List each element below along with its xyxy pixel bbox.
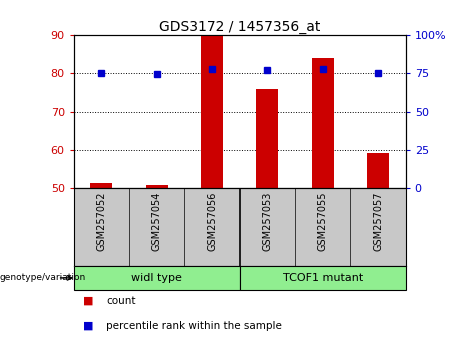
Text: ■: ■ [83,321,94,331]
Text: count: count [106,296,136,306]
Bar [90,183,112,188]
Text: GSM257056: GSM257056 [207,192,217,251]
Text: GSM257057: GSM257057 [373,192,383,251]
Bar [146,184,168,188]
Text: TCOF1 mutant: TCOF1 mutant [283,273,363,283]
Text: genotype/variation: genotype/variation [0,273,86,282]
Title: GDS3172 / 1457356_at: GDS3172 / 1457356_at [159,21,320,34]
Bar [367,153,389,188]
Text: GSM257052: GSM257052 [96,192,106,251]
Text: widl type: widl type [131,273,182,283]
Bar [201,35,223,188]
Text: GSM257054: GSM257054 [152,192,162,251]
Bar [240,266,406,290]
Text: ■: ■ [83,296,94,306]
Bar [312,58,334,188]
Text: percentile rank within the sample: percentile rank within the sample [106,321,282,331]
Bar [256,89,278,188]
Text: GSM257053: GSM257053 [262,192,272,251]
Text: GSM257055: GSM257055 [318,192,328,251]
Bar [74,266,240,290]
